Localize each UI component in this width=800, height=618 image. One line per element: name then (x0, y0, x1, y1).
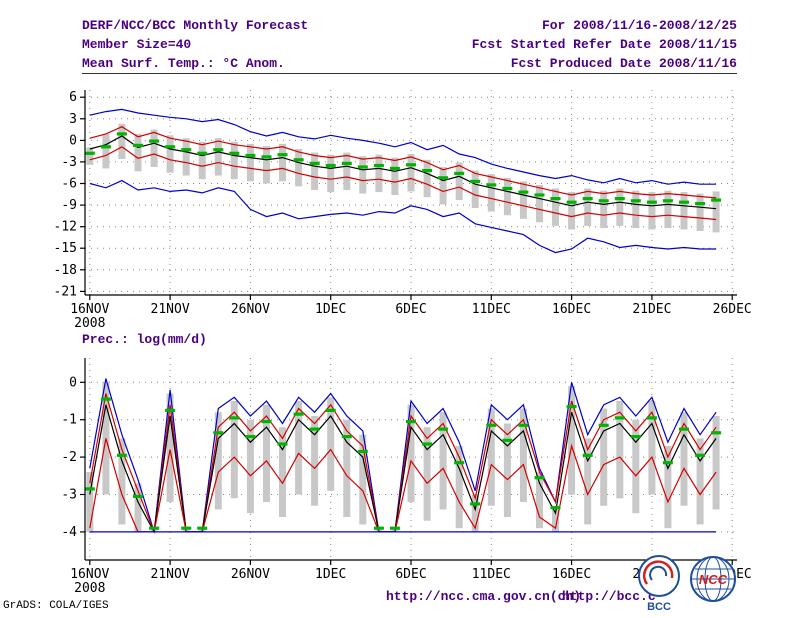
svg-text:16DEC: 16DEC (552, 302, 591, 317)
bcc-logo: BCC (638, 555, 680, 613)
svg-text:-2: -2 (61, 450, 77, 465)
svg-text:1DEC: 1DEC (315, 302, 346, 317)
svg-text:-21: -21 (54, 284, 77, 299)
svg-text:16NOV: 16NOV (70, 302, 109, 317)
refer-date-label: Fcst Started Refer Date 2008/11/15 (471, 37, 737, 52)
svg-text:-12: -12 (54, 220, 77, 235)
precip-chart-title: Prec.: log(mm/d) (82, 332, 207, 347)
grads-credit: GrADS: COLA/IGES (3, 600, 109, 612)
svg-text:11DEC: 11DEC (472, 567, 511, 582)
svg-text:-18: -18 (54, 263, 77, 278)
svg-text:21NOV: 21NOV (151, 302, 190, 317)
svg-text:0: 0 (69, 133, 77, 148)
temp-chart-title: Mean Surf. Temp.: °C Anom. (82, 56, 285, 71)
svg-text:3: 3 (69, 112, 77, 127)
svg-text:-3: -3 (61, 488, 77, 503)
svg-text:26DEC: 26DEC (713, 302, 752, 317)
svg-text:-6: -6 (61, 177, 77, 192)
svg-text:-1: -1 (61, 413, 77, 428)
header-divider (82, 73, 737, 74)
bcc-logo-label: BCC (647, 601, 671, 613)
ncc-logo: NCC (690, 556, 736, 602)
svg-text:26NOV: 26NOV (231, 567, 270, 582)
svg-text:-3: -3 (61, 155, 77, 170)
svg-text:-15: -15 (54, 241, 77, 256)
svg-text:16DEC: 16DEC (552, 567, 591, 582)
svg-text:0: 0 (69, 375, 77, 390)
produced-date-label: Fcst Produced Date 2008/11/16 (510, 56, 737, 71)
svg-text:-4: -4 (61, 525, 77, 540)
page-title: DERF/NCC/BCC Monthly Forecast (82, 18, 309, 33)
svg-text:11DEC: 11DEC (472, 302, 511, 317)
svg-text:6: 6 (69, 90, 77, 105)
member-size-label: Member Size=40 (82, 37, 192, 52)
ncc-url: http://ncc.cma.gov.cn(ch) (386, 589, 582, 604)
svg-text:6DEC: 6DEC (395, 567, 426, 582)
bcc-logo-swirl-blue-icon (649, 565, 668, 581)
bcc-url: http://bcc.c (562, 589, 656, 604)
svg-text:-9: -9 (61, 198, 77, 213)
svg-text:16NOV: 16NOV (70, 567, 109, 582)
svg-text:2008: 2008 (74, 581, 105, 596)
forecast-range-label: For 2008/11/16-2008/12/25 (541, 18, 737, 33)
svg-text:6DEC: 6DEC (395, 302, 426, 317)
svg-text:21NOV: 21NOV (151, 567, 190, 582)
svg-text:21DEC: 21DEC (632, 302, 671, 317)
svg-text:26NOV: 26NOV (231, 302, 270, 317)
svg-text:1DEC: 1DEC (315, 567, 346, 582)
svg-text:2008: 2008 (74, 316, 105, 331)
ncc-logo-label: NCC (699, 572, 728, 587)
bcc-logo-swirl-red-icon (642, 560, 674, 585)
